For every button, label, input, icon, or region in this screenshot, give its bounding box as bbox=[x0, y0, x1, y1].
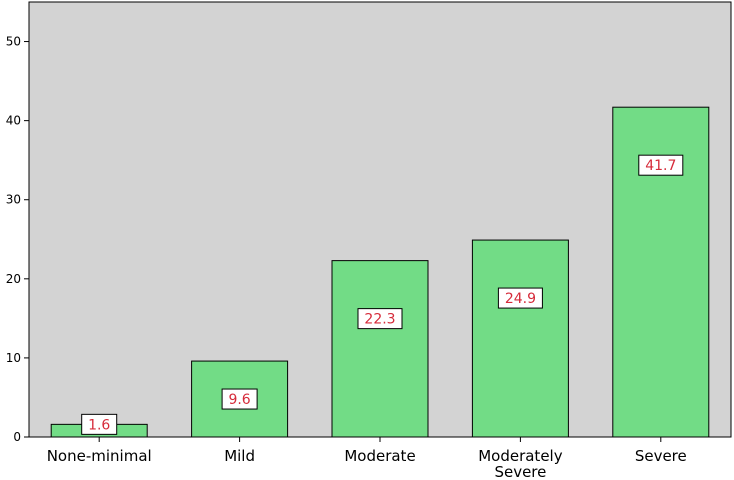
y-tick-label: 40 bbox=[6, 114, 21, 128]
data-label: 22.3 bbox=[364, 312, 395, 328]
data-label: 41.7 bbox=[645, 158, 676, 174]
bar bbox=[471, 239, 569, 438]
y-tick-label: 30 bbox=[6, 193, 21, 207]
data-label-box bbox=[81, 413, 118, 435]
y-tick-label: 0 bbox=[13, 430, 21, 444]
x-category-label: Moderate bbox=[344, 447, 415, 465]
x-category-label: Severe bbox=[635, 447, 687, 465]
x-category-label: Mild bbox=[224, 447, 255, 465]
y-axis: 0 10 20 30 40 50 bbox=[6, 35, 29, 444]
data-label-box bbox=[638, 154, 684, 176]
x-category-label: Severe bbox=[494, 463, 546, 480]
x-category-label: None-minimal bbox=[47, 447, 152, 465]
y-tick-label: 50 bbox=[6, 35, 21, 49]
y-tick-label: 10 bbox=[6, 351, 21, 365]
x-category-label: Moderately bbox=[478, 447, 563, 465]
x-axis-labels: None-minimal Mild Moderate ModeratelySevere… bbox=[47, 437, 687, 480]
data-label-box bbox=[357, 308, 403, 330]
bars bbox=[50, 106, 710, 438]
data-label: 1.6 bbox=[88, 417, 110, 433]
y-tick-label: 20 bbox=[6, 272, 21, 286]
data-label: 24.9 bbox=[505, 291, 536, 307]
data-label: 9.6 bbox=[228, 392, 250, 408]
data-label-box bbox=[497, 287, 543, 309]
bar bbox=[331, 260, 429, 438]
data-label-box bbox=[221, 388, 258, 410]
data-labels: 1.6 9.6 22.3 24.9 41.7 bbox=[81, 154, 684, 435]
